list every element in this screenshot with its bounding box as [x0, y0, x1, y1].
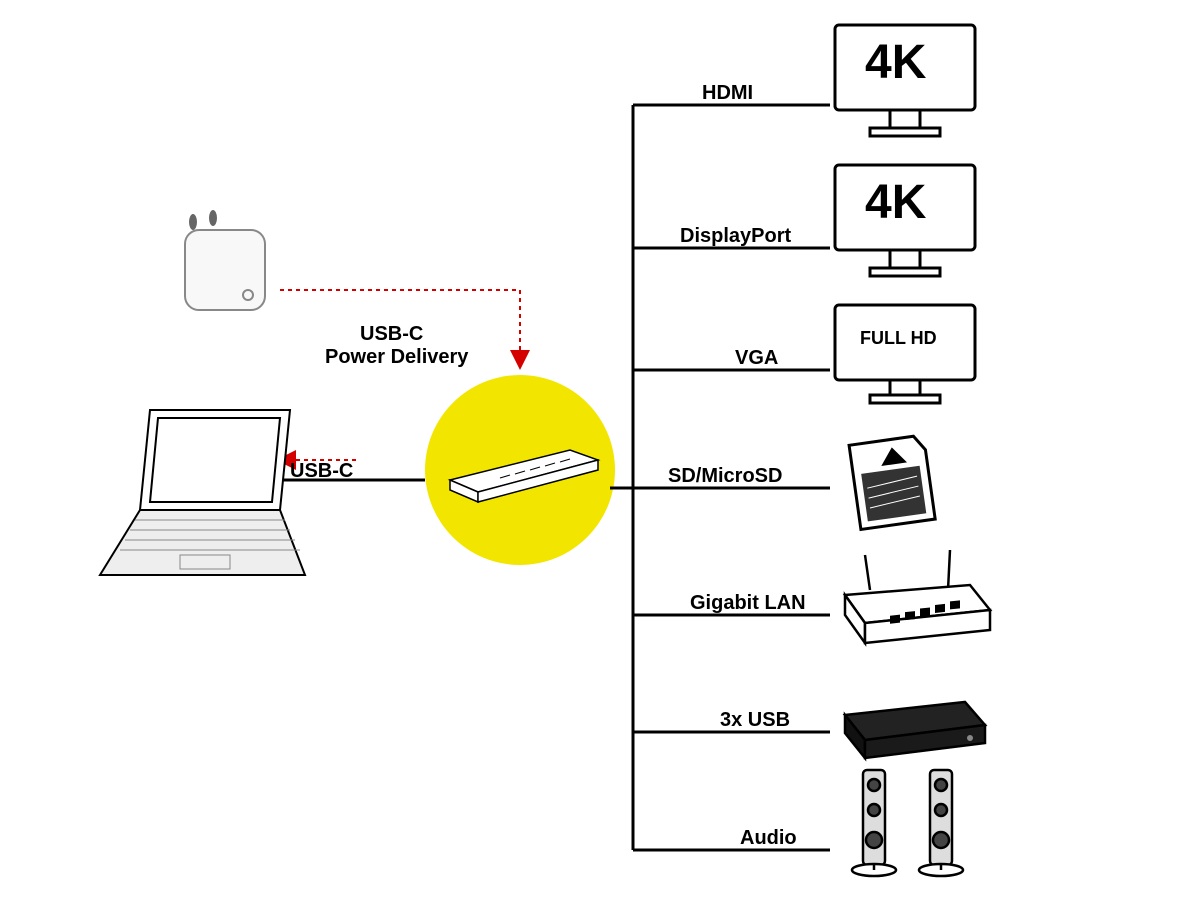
label-lan: Gigabit LAN	[690, 592, 806, 615]
monitor-fullhd-text: FULL HD	[860, 328, 937, 349]
label-audio: Audio	[740, 827, 797, 850]
label-hdmi: HDMI	[702, 82, 753, 105]
monitor-4k-dp-text: 4K	[865, 175, 926, 230]
label-sd: SD/MicroSD	[668, 465, 782, 488]
label-vga: VGA	[735, 347, 778, 370]
monitor-fullhd-icon	[830, 300, 990, 420]
label-usb3: 3x USB	[720, 709, 790, 732]
speakers-icon	[835, 760, 995, 890]
charger-icon	[155, 210, 285, 330]
router-icon	[830, 545, 1000, 655]
monitor-4k-hdmi-text: 4K	[865, 35, 926, 90]
hdd-icon	[835, 690, 995, 770]
laptop-icon	[80, 400, 310, 600]
label-pd2: Power Delivery	[325, 346, 468, 369]
label-pd1: USB-C	[360, 323, 423, 346]
diagram-stage: USB-C USB-C Power Delivery HDMI DisplayP…	[0, 0, 1200, 900]
sdcard-icon	[835, 430, 945, 540]
label-dp: DisplayPort	[680, 225, 791, 248]
